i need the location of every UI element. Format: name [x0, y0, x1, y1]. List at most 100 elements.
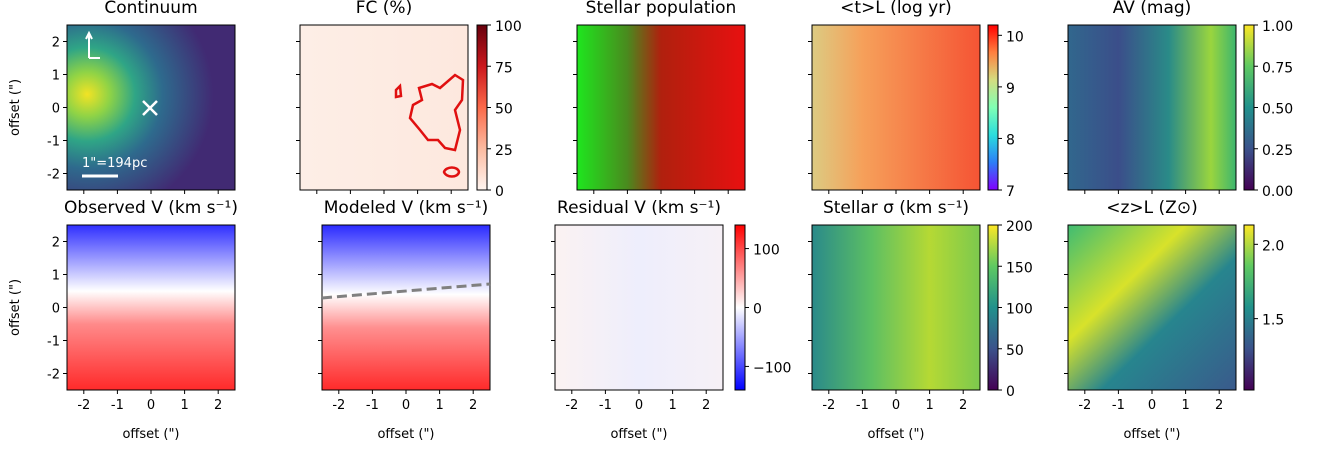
- x-tick-label: 1: [180, 398, 188, 413]
- panel-title: Stellar σ (km s⁻¹): [823, 198, 969, 218]
- panel-title: AV (mag): [1113, 0, 1192, 18]
- x-tick-label: 1: [1181, 398, 1189, 413]
- image: [1068, 25, 1236, 190]
- colorbar-tick-label: 10: [1006, 29, 1024, 45]
- y-tick-label: 0: [52, 102, 60, 117]
- x-tick-label: -2: [77, 398, 90, 413]
- y-tick-label: 0: [52, 302, 60, 317]
- colorbar-tick-label: 100: [495, 19, 522, 35]
- x-tick-label: 2: [959, 398, 967, 413]
- image: [67, 225, 235, 390]
- colorbar-tick-label: 2.0: [1262, 238, 1284, 254]
- x-axis-label: offset ("): [610, 427, 667, 442]
- x-axis-label: offset ("): [867, 427, 924, 442]
- y-tick-label: -1: [47, 335, 60, 350]
- contour: [394, 73, 465, 178]
- x-tick-label: 0: [1148, 398, 1156, 413]
- y-axis-label: offset ("): [8, 79, 23, 136]
- x-tick-label: 0: [402, 398, 410, 413]
- panel-title: Modeled V (km s⁻¹): [324, 198, 488, 218]
- x-tick-label: 0: [635, 398, 643, 413]
- y-tick-label: -2: [47, 368, 60, 383]
- x-tick-label: 2: [702, 398, 710, 413]
- colorbar-tick-label: 50: [1006, 343, 1024, 359]
- colorbar-tick-label: 100: [1006, 302, 1033, 318]
- colorbar: [734, 224, 746, 391]
- panel-title: Continuum: [104, 0, 197, 18]
- panel-title: Residual V (km s⁻¹): [557, 198, 721, 218]
- x-tick-label: 2: [1215, 398, 1223, 413]
- y-tick-label: -2: [47, 168, 60, 183]
- scale-label: 1"=194pc: [82, 156, 147, 171]
- x-tick-label: -2: [1078, 398, 1091, 413]
- colorbar-tick-label: 0.00: [1262, 184, 1293, 200]
- x-tick-label: 1: [668, 398, 676, 413]
- colorbar-tick-label: 1.00: [1262, 19, 1293, 35]
- x-tick-label: -1: [599, 398, 612, 413]
- panel-title: <z>L (Z⊙): [1106, 198, 1197, 218]
- colorbar: [987, 224, 999, 391]
- center-marker: [142, 100, 158, 116]
- colorbar-tick-label: 0.25: [1262, 143, 1293, 159]
- panel-title: Stellar population: [586, 0, 737, 18]
- colorbar-tick-label: 1.5: [1262, 313, 1284, 329]
- image: [555, 225, 723, 390]
- x-tick-label: 0: [892, 398, 900, 413]
- x-tick-label: -1: [111, 398, 124, 413]
- x-tick-label: -2: [565, 398, 578, 413]
- y-axis-label: offset ("): [8, 279, 23, 336]
- image: [577, 25, 745, 190]
- y-tick-label: -1: [47, 135, 60, 150]
- y-tick-label: 1: [52, 269, 60, 284]
- major-axis: [321, 282, 491, 300]
- x-axis-label: offset ("): [122, 427, 179, 442]
- image: [322, 225, 490, 390]
- x-tick-label: 2: [214, 398, 222, 413]
- panel-title: <t>L (log yr): [840, 0, 952, 18]
- colorbar-tick-label: 0.50: [1262, 102, 1293, 118]
- colorbar-tick-label: 0: [495, 184, 504, 200]
- x-tick-label: -1: [856, 398, 869, 413]
- colorbar-tick-label: −100: [753, 360, 791, 376]
- colorbar: [476, 24, 488, 191]
- x-axis-label: offset ("): [377, 427, 434, 442]
- colorbar-tick-label: 9: [1006, 81, 1015, 97]
- x-tick-label: 0: [147, 398, 155, 413]
- x-axis-label: offset ("): [1123, 427, 1180, 442]
- x-tick-label: -1: [366, 398, 379, 413]
- colorbar-tick-label: 25: [495, 143, 513, 159]
- colorbar-tick-label: 0: [753, 302, 762, 318]
- image: [300, 25, 468, 190]
- x-tick-label: -2: [822, 398, 835, 413]
- image: [1068, 225, 1236, 390]
- compass: [85, 30, 100, 59]
- colorbar-tick-label: 75: [495, 60, 513, 76]
- x-tick-label: -2: [332, 398, 345, 413]
- colorbar-tick-label: 0: [1006, 384, 1015, 400]
- colorbar: [1243, 24, 1255, 191]
- colorbar-tick-label: 100: [753, 243, 780, 259]
- colorbar: [1243, 224, 1255, 391]
- image: [812, 225, 980, 390]
- x-tick-label: 1: [435, 398, 443, 413]
- y-tick-label: 2: [52, 36, 60, 51]
- colorbar-tick-label: 8: [1006, 132, 1015, 148]
- panel-title: Observed V (km s⁻¹): [64, 198, 238, 218]
- x-tick-label: -1: [1112, 398, 1125, 413]
- colorbar-tick-label: 150: [1006, 260, 1033, 276]
- y-tick-label: 1: [52, 69, 60, 84]
- image: [812, 25, 980, 190]
- colorbar: [987, 24, 999, 191]
- overlays: 1"=194pc: [82, 30, 491, 300]
- colorbar-tick-label: 50: [495, 102, 513, 118]
- panel-title: FC (%): [356, 0, 412, 18]
- plot-layer: Continuum -2 -1 0 1 2 offset (") FC (%) 0 25 50 75 1…: [8, 0, 1293, 442]
- colorbar-tick-label: 200: [1006, 219, 1033, 235]
- x-tick-label: 1: [925, 398, 933, 413]
- y-tick-label: 2: [52, 236, 60, 251]
- colorbar-tick-label: 0.75: [1262, 60, 1293, 76]
- x-tick-label: 2: [469, 398, 477, 413]
- colorbar-tick-label: 7: [1006, 184, 1015, 200]
